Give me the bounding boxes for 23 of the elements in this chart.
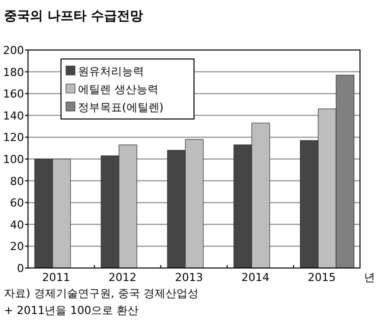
legend-label: 원유처리능력: [78, 65, 144, 78]
x-tick-label: 2011: [42, 271, 70, 284]
y-tick-label: 20: [10, 240, 24, 254]
x-tick-label: 2015: [308, 271, 336, 284]
title: 중국의 나프타 수급전망: [4, 9, 144, 24]
annotation: 자료) 경제기술연구원, 중국 경제산업성: [4, 287, 198, 300]
x-tick-label: 2013: [174, 271, 203, 284]
x-tick-label: 2012: [108, 271, 137, 284]
y-tick-label: 100: [3, 153, 24, 166]
y-tick-label: 140: [3, 109, 24, 122]
annotation: + 2011년을 100으로 환산: [4, 304, 139, 317]
x-axis-title: 년: [364, 271, 375, 284]
legend-label: 에틸렌 생산능력: [78, 83, 158, 96]
x-tick-label: 2014: [241, 271, 270, 284]
y-tick-label: 60: [10, 196, 24, 210]
legend-label: 정부목표(에틸렌): [78, 101, 164, 114]
y-tick-label: 200: [3, 44, 24, 57]
y-tick-label: 160: [3, 88, 24, 101]
y-tick-label: 0: [17, 262, 24, 275]
y-tick-label: 40: [10, 218, 24, 232]
y-tick-label: 80: [10, 174, 24, 188]
y-tick-label: 120: [3, 131, 24, 144]
y-tick-label: 180: [3, 66, 24, 79]
